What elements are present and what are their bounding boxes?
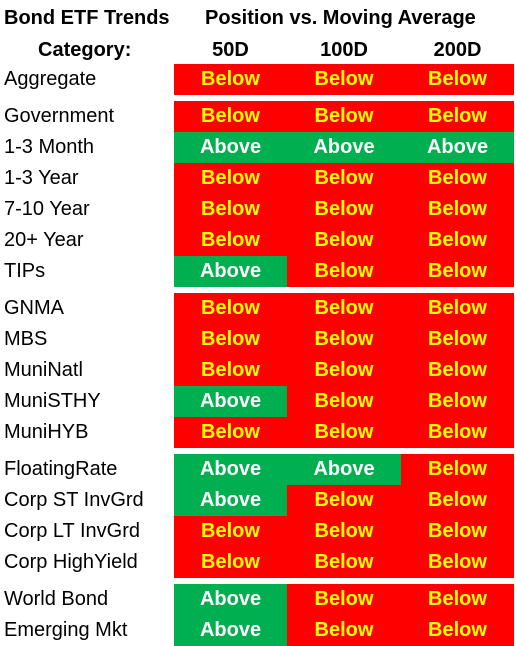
table-row: GNMA Below Below Below: [0, 293, 516, 324]
cell-50d: Below: [174, 417, 287, 448]
row-label: 1-3 Month: [4, 136, 95, 158]
cell-50d: Above: [174, 256, 287, 287]
cell-200d: Below: [401, 225, 514, 256]
cell-100d: Below: [287, 163, 401, 194]
cell-200d: Below: [401, 547, 514, 578]
cell-200d: Below: [401, 293, 514, 324]
cell-200d: Below: [401, 516, 514, 547]
cell-50d: Below: [174, 225, 287, 256]
cell-100d: Above: [287, 454, 401, 485]
table-row: Aggregate Below Below Below: [0, 64, 516, 95]
table-row: Corp HighYield Below Below Below: [0, 547, 516, 578]
cell-200d: Below: [401, 324, 514, 355]
cell-100d: Below: [287, 386, 401, 417]
table-row: MuniHYB Below Below Below: [0, 417, 516, 448]
cell-200d: Below: [401, 417, 514, 448]
cell-100d: Below: [287, 101, 401, 132]
row-label: GNMA: [4, 297, 64, 319]
cell-100d: Below: [287, 615, 401, 646]
row-label: MuniSTHY: [4, 390, 101, 412]
cell-100d: Below: [287, 225, 401, 256]
table-row: MuniSTHY Above Below Below: [0, 386, 516, 417]
table-row: Emerging Mkt Above Below Below: [0, 615, 516, 646]
row-label: MuniHYB: [4, 421, 89, 443]
cell-50d: Above: [174, 132, 287, 163]
cell-100d: Below: [287, 547, 401, 578]
cell-50d: Above: [174, 615, 287, 646]
cell-50d: Below: [174, 101, 287, 132]
table-row: 20+ Year Below Below Below: [0, 225, 516, 256]
cell-200d: Below: [401, 256, 514, 287]
table-row: World Bond Above Below Below: [0, 584, 516, 615]
row-label: FloatingRate: [4, 458, 118, 480]
cell-100d: Below: [287, 485, 401, 516]
table-row: 1-3 Year Below Below Below: [0, 163, 516, 194]
row-label: 1-3 Year: [4, 167, 79, 189]
cell-50d: Below: [174, 293, 287, 324]
row-label: Emerging Mkt: [4, 619, 128, 641]
cell-100d: Below: [287, 194, 401, 225]
cell-200d: Below: [401, 485, 514, 516]
table-row: FloatingRate Above Above Below: [0, 454, 516, 485]
row-label: 20+ Year: [4, 229, 84, 251]
cell-50d: Below: [174, 516, 287, 547]
cell-200d: Above: [401, 132, 514, 163]
category-header: Category:: [38, 39, 132, 61]
cell-100d: Below: [287, 293, 401, 324]
table-row: MuniNatl Below Below Below: [0, 355, 516, 386]
table-subtitle: Position vs. Moving Average: [205, 7, 476, 29]
cell-50d: Above: [174, 386, 287, 417]
cell-200d: Below: [401, 454, 514, 485]
cell-50d: Above: [174, 584, 287, 615]
cell-50d: Above: [174, 454, 287, 485]
row-label: Corp HighYield: [4, 551, 138, 573]
row-label: TIPs: [4, 260, 46, 282]
row-label: MBS: [4, 328, 48, 350]
cell-50d: Below: [174, 163, 287, 194]
row-label: Corp LT InvGrd: [4, 520, 140, 542]
row-label: Aggregate: [4, 68, 97, 90]
table-row: 1-3 Month Above Above Above: [0, 132, 516, 163]
row-label: Government: [4, 105, 115, 127]
table-row: Government Below Below Below: [0, 101, 516, 132]
cell-50d: Below: [174, 547, 287, 578]
cell-100d: Below: [287, 64, 401, 95]
table-row: MBS Below Below Below: [0, 324, 516, 355]
column-header-200d: 200D: [433, 39, 482, 61]
cell-50d: Below: [174, 194, 287, 225]
cell-200d: Below: [401, 615, 514, 646]
cell-200d: Below: [401, 64, 514, 95]
cell-200d: Below: [401, 386, 514, 417]
cell-50d: Below: [174, 355, 287, 386]
cell-200d: Below: [401, 355, 514, 386]
table-row: Corp ST InvGrd Above Below Below: [0, 485, 516, 516]
cell-100d: Above: [287, 132, 401, 163]
table-row: TIPs Above Below Below: [0, 256, 516, 287]
table-title: Bond ETF Trends: [4, 7, 170, 29]
cell-50d: Below: [174, 324, 287, 355]
column-header-100d: 100D: [320, 39, 368, 61]
cell-100d: Below: [287, 256, 401, 287]
row-label: 7-10 Year: [4, 198, 90, 220]
cell-100d: Below: [287, 417, 401, 448]
cell-200d: Below: [401, 101, 514, 132]
cell-100d: Below: [287, 584, 401, 615]
table-row: 7-10 Year Below Below Below: [0, 194, 516, 225]
row-label: MuniNatl: [4, 359, 83, 381]
cell-100d: Below: [287, 324, 401, 355]
cell-50d: Above: [174, 485, 287, 516]
cell-200d: Below: [401, 194, 514, 225]
cell-50d: Below: [174, 64, 287, 95]
cell-100d: Below: [287, 516, 401, 547]
cell-100d: Below: [287, 355, 401, 386]
cell-200d: Below: [401, 163, 514, 194]
row-label: World Bond: [4, 588, 109, 610]
table-row: Corp LT InvGrd Below Below Below: [0, 516, 516, 547]
column-header-50d: 50D: [212, 39, 249, 61]
row-label: Corp ST InvGrd: [4, 489, 144, 511]
cell-200d: Below: [401, 584, 514, 615]
